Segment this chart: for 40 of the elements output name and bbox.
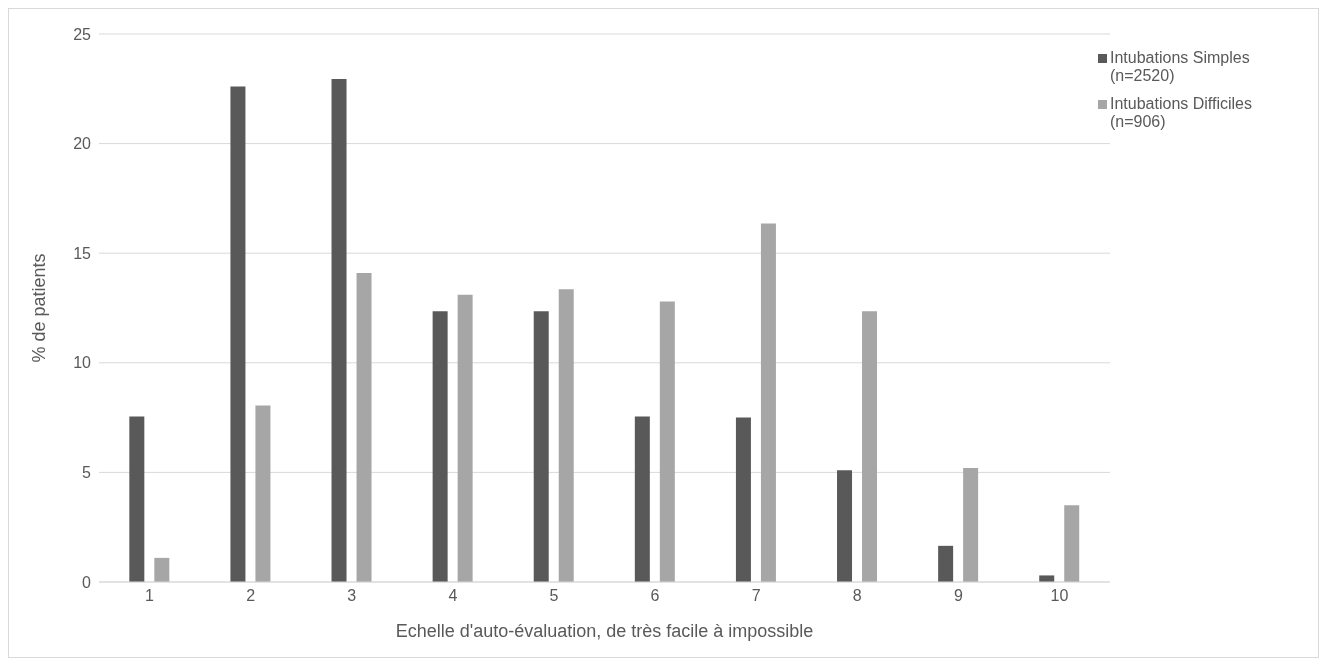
legend-label: Intubations Difficiles (n=906) bbox=[1110, 95, 1253, 131]
bar bbox=[1039, 575, 1055, 582]
x-tick-label: 2 bbox=[246, 587, 256, 605]
bar bbox=[634, 416, 650, 582]
bar bbox=[938, 545, 954, 582]
y-tick-label: 15 bbox=[73, 244, 92, 262]
bar bbox=[154, 557, 170, 582]
bar bbox=[1064, 505, 1080, 582]
bar bbox=[862, 311, 878, 582]
bar bbox=[735, 417, 751, 582]
bar bbox=[533, 311, 549, 582]
bar bbox=[255, 405, 271, 582]
x-tick-label: 5 bbox=[549, 587, 559, 605]
x-tick-label: 4 bbox=[448, 587, 458, 605]
x-tick-label: 7 bbox=[751, 587, 761, 605]
y-tick-label: 5 bbox=[82, 464, 92, 482]
bar bbox=[432, 311, 448, 582]
x-tick-label: 8 bbox=[852, 587, 862, 605]
bar bbox=[659, 301, 675, 582]
x-axis-title: Echelle d'auto-évaluation, de très facile à impossible bbox=[395, 621, 814, 641]
x-tick-label: 1 bbox=[145, 587, 155, 605]
bar bbox=[760, 223, 776, 582]
legend-label: Intubations Simples (n=2520) bbox=[1110, 49, 1251, 85]
bar bbox=[356, 272, 372, 582]
x-tick-label: 9 bbox=[953, 587, 963, 605]
x-tick-label: 3 bbox=[347, 587, 357, 605]
y-axis-title: % de patients bbox=[29, 253, 50, 363]
bar bbox=[331, 78, 347, 582]
bar bbox=[837, 470, 853, 582]
bar bbox=[230, 86, 246, 582]
y-tick-label: 10 bbox=[73, 354, 92, 372]
bar bbox=[457, 294, 473, 582]
y-tick-label: 0 bbox=[82, 573, 92, 591]
bar bbox=[558, 289, 574, 582]
y-tick-label: 20 bbox=[73, 135, 92, 153]
bar bbox=[963, 468, 979, 582]
x-tick-label: 6 bbox=[650, 587, 660, 605]
y-tick-label: 25 bbox=[73, 25, 92, 43]
x-tick-label: 10 bbox=[1050, 587, 1069, 605]
bar bbox=[129, 416, 145, 582]
